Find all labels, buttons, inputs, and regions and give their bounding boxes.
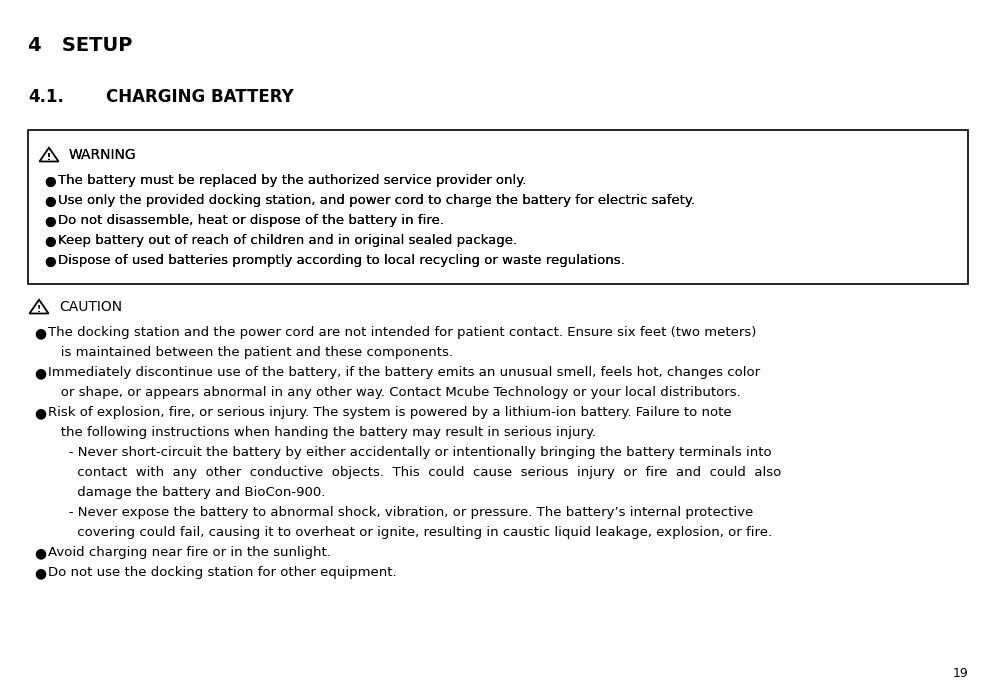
Text: WARNING: WARNING: [69, 148, 136, 162]
Text: Use only the provided docking station, and power cord to charge the battery for : Use only the provided docking station, a…: [58, 194, 694, 207]
Text: or shape, or appears abnormal in any other way. Contact Mcube Technology or your: or shape, or appears abnormal in any oth…: [48, 386, 740, 399]
Text: ●: ●: [44, 214, 56, 227]
Text: damage the battery and BioCon-900.: damage the battery and BioCon-900.: [56, 486, 325, 499]
Text: ●: ●: [44, 174, 56, 187]
Text: is maintained between the patient and these components.: is maintained between the patient and th…: [48, 346, 452, 359]
Text: ●: ●: [44, 254, 56, 267]
Text: !: !: [37, 306, 41, 314]
Text: ●: ●: [44, 194, 56, 207]
Text: Do not disassemble, heat or dispose of the battery in fire.: Do not disassemble, heat or dispose of t…: [58, 214, 443, 227]
Text: Do not use the docking station for other equipment.: Do not use the docking station for other…: [48, 566, 397, 579]
Text: ●: ●: [34, 406, 46, 420]
Text: ●: ●: [34, 326, 46, 340]
Text: ●: ●: [44, 174, 56, 187]
Text: Dispose of used batteries promptly according to local recycling or waste regulat: Dispose of used batteries promptly accor…: [58, 254, 624, 267]
Text: Immediately discontinue use of the battery, if the battery emits an unusual smel: Immediately discontinue use of the batte…: [48, 366, 759, 379]
Text: ●: ●: [34, 566, 46, 580]
Text: Avoid charging near fire or in the sunlight.: Avoid charging near fire or in the sunli…: [48, 546, 331, 559]
Text: Risk of explosion, fire, or serious injury. The system is powered by a lithium-i: Risk of explosion, fire, or serious inju…: [48, 406, 731, 419]
Text: The docking station and the power cord are not intended for patient contact. Ens: The docking station and the power cord a…: [48, 326, 755, 339]
Text: The battery must be replaced by the authorized service provider only.: The battery must be replaced by the auth…: [58, 174, 526, 187]
Text: ●: ●: [34, 366, 46, 380]
Text: ●: ●: [44, 254, 56, 267]
Text: Do not disassemble, heat or dispose of the battery in fire.: Do not disassemble, heat or dispose of t…: [58, 214, 443, 227]
Text: CHARGING BATTERY: CHARGING BATTERY: [106, 88, 293, 106]
Bar: [28, 130, 967, 284]
Text: CAUTION: CAUTION: [59, 300, 122, 314]
Text: ●: ●: [44, 234, 56, 247]
Text: ●: ●: [44, 234, 56, 247]
Text: 4.1.: 4.1.: [28, 88, 64, 106]
Text: Keep battery out of reach of children and in original sealed package.: Keep battery out of reach of children an…: [58, 234, 517, 247]
Text: ●: ●: [44, 194, 56, 207]
Text: - Never short-circuit the battery by either accidentally or intentionally bringi: - Never short-circuit the battery by eit…: [56, 446, 771, 459]
Text: !: !: [47, 154, 51, 163]
Text: ●: ●: [44, 214, 56, 227]
Text: Use only the provided docking station, and power cord to charge the battery for : Use only the provided docking station, a…: [58, 194, 694, 207]
Text: contact  with  any  other  conductive  objects.  This  could  cause  serious  in: contact with any other conductive object…: [56, 466, 780, 479]
Text: WARNING: WARNING: [69, 148, 136, 162]
Text: 19: 19: [951, 667, 967, 680]
Text: - Never expose the battery to abnormal shock, vibration, or pressure. The batter: - Never expose the battery to abnormal s…: [56, 506, 752, 519]
Text: !: !: [47, 154, 51, 163]
Text: Keep battery out of reach of children and in original sealed package.: Keep battery out of reach of children an…: [58, 234, 517, 247]
Text: The battery must be replaced by the authorized service provider only.: The battery must be replaced by the auth…: [58, 174, 526, 187]
Text: ●: ●: [34, 546, 46, 560]
Text: 4   SETUP: 4 SETUP: [28, 36, 132, 55]
Text: the following instructions when handing the battery may result in serious injury: the following instructions when handing …: [48, 426, 595, 439]
Text: Dispose of used batteries promptly according to local recycling or waste regulat: Dispose of used batteries promptly accor…: [58, 254, 624, 267]
Text: covering could fail, causing it to overheat or ignite, resulting in caustic liqu: covering could fail, causing it to overh…: [56, 526, 771, 539]
